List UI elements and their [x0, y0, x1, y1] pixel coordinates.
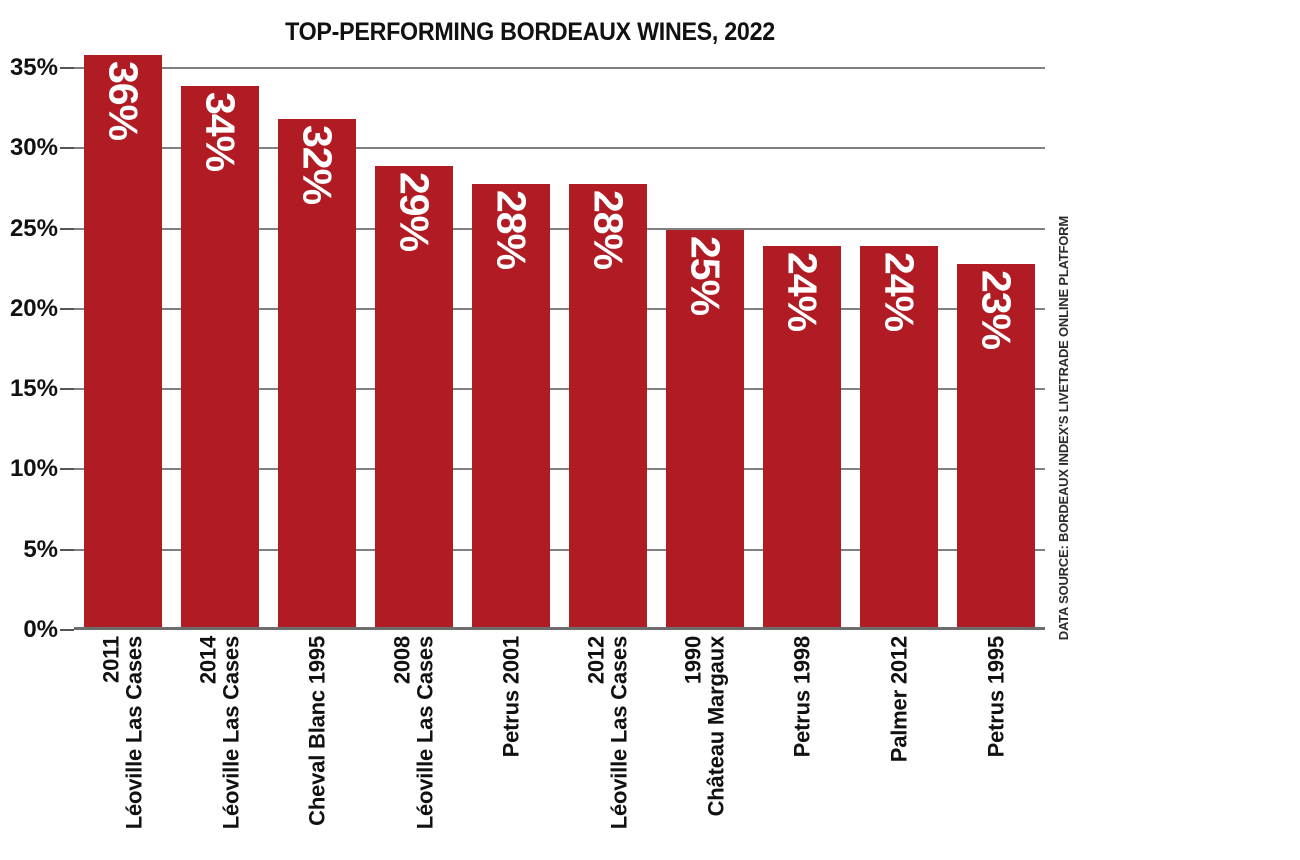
bar[interactable]: 25% [666, 230, 745, 630]
wine-name: Petrus 1998 [789, 636, 815, 758]
y-axis-tick-label: 20% [9, 294, 58, 322]
wine-name: Château Margaux [704, 636, 730, 817]
bar-value-label: 25% [682, 236, 729, 316]
bar-value-label: 36% [100, 61, 147, 141]
x-axis-label-rotator: Château Margaux 1990 [680, 636, 730, 860]
x-axis-category-labels: Léoville Las Cases 2011 Léoville Las Cases… [74, 636, 1045, 860]
y-axis-tick-label: 10% [9, 455, 58, 483]
bar[interactable]: 29% [374, 165, 453, 630]
bar-value-label: 29% [391, 171, 438, 252]
bar-value-label: 24% [876, 252, 923, 332]
plot-area: 36% 34% 32% 29% 28% 28% 25% 24% 24% 23% [60, 55, 1045, 631]
wine-name: Léoville Las Cases [218, 636, 244, 830]
wine-name: Petrus 2001 [498, 636, 524, 758]
x-axis-category-label: Léoville Las Cases 2012 [560, 636, 657, 860]
bar[interactable]: 28% [471, 183, 550, 630]
chart-title: TOP-PERFORMING BORDEAUX WINES, 2022 [285, 18, 775, 46]
bar-value-label-wrapper: 28% [472, 190, 550, 340]
y-axis-tick-label: 35% [9, 54, 58, 81]
data-source-note: DATA SOURCE: BORDEAUX INDEX'S LIVETRADE … [1056, 170, 1082, 640]
x-axis-category-label: Léoville Las Cases 2011 [74, 636, 171, 860]
y-axis-tick-label: 5% [23, 535, 58, 563]
x-axis-baseline [74, 627, 1045, 630]
x-axis-label-rotator: Léoville Las Cases 2014 [195, 636, 244, 860]
bar[interactable]: 34% [180, 85, 259, 630]
y-axis-tick-label: 25% [9, 214, 58, 242]
wine-name: Petrus 1995 [983, 636, 1009, 758]
bar-value-label: 28% [488, 189, 535, 269]
x-axis-category-label: Petrus 1995 [948, 636, 1045, 860]
bar-value-label: 24% [779, 252, 826, 332]
y-axis-tick-mark [60, 548, 74, 551]
x-axis-label-rotator: Palmer 2012 [886, 636, 912, 860]
gridline [74, 147, 1045, 150]
x-axis-label-rotator: Léoville Las Cases 2011 [98, 636, 147, 860]
bar-value-label-wrapper: 28% [569, 190, 647, 340]
wine-name: Léoville Las Cases [121, 636, 147, 830]
y-axis-tick-label: 0% [23, 616, 58, 643]
y-axis-tick-mark [60, 227, 74, 230]
x-axis-category-label: Petrus 2001 [462, 636, 559, 860]
bar-value-label-wrapper: 29% [375, 172, 453, 322]
x-axis-category-label: Château Margaux 1990 [657, 636, 754, 860]
gridline [74, 388, 1045, 391]
y-axis-tick-mark [60, 307, 74, 310]
bar[interactable]: 36% [83, 55, 162, 630]
wine-vintage-year: 2014 [195, 636, 221, 685]
wine-name: Léoville Las Cases [412, 636, 438, 830]
x-axis-category-label: Petrus 1998 [754, 636, 851, 860]
bar-value-label: 32% [294, 125, 341, 205]
y-axis-tick-mark [60, 388, 74, 391]
x-axis-category-label: Palmer 2012 [851, 636, 948, 860]
bar[interactable]: 28% [569, 183, 648, 630]
bar-value-label-wrapper: 36% [84, 61, 162, 211]
bar-value-label-wrapper: 24% [860, 252, 938, 402]
bar[interactable]: 32% [277, 119, 356, 630]
gridline [74, 227, 1045, 230]
y-axis-tick-mark [60, 147, 74, 150]
x-axis-category-label: Léoville Las Cases 2008 [365, 636, 462, 860]
bar[interactable]: 24% [860, 246, 939, 630]
wine-name: Cheval Blanc 1995 [304, 636, 330, 826]
y-axis-tick-labels: 35% 30% 25% 20% 15% 10% 5% 0% [0, 54, 64, 643]
y-axis-tick-mark [60, 67, 74, 69]
y-axis-tick-label: 30% [9, 134, 58, 162]
data-source-text: DATA SOURCE: BORDEAUX INDEX'S LIVETRADE … [1056, 215, 1071, 640]
wine-name: Palmer 2012 [886, 636, 912, 763]
bar-value-label-wrapper: 23% [957, 270, 1035, 420]
bar-value-label-wrapper: 24% [763, 252, 841, 402]
bar-value-label: 23% [973, 269, 1020, 349]
x-axis-label-rotator: Petrus 2001 [498, 636, 524, 860]
bar[interactable]: 23% [957, 263, 1036, 630]
wine-name: Léoville Las Cases [607, 636, 633, 830]
wine-vintage-year: 2012 [583, 636, 609, 685]
gridline [74, 548, 1045, 551]
x-axis-label-rotator: Petrus 1995 [983, 636, 1009, 860]
gridline [74, 307, 1045, 310]
bar-value-label-wrapper: 34% [181, 92, 259, 242]
bar-value-label-wrapper: 32% [278, 125, 356, 275]
wine-vintage-year: 2008 [389, 636, 415, 685]
x-axis-label-rotator: Léoville Las Cases 2008 [389, 636, 438, 860]
wine-vintage-year: 1990 [680, 636, 706, 685]
wine-vintage-year: 2011 [98, 636, 124, 683]
y-axis-tick-label: 15% [9, 375, 58, 403]
gridline [74, 468, 1045, 471]
y-axis-tick-mark [60, 629, 74, 631]
gridline [74, 67, 1045, 69]
x-axis-label-rotator: Petrus 1998 [789, 636, 815, 860]
x-axis-label-rotator: Léoville Las Cases 2012 [583, 636, 633, 860]
bar-value-label-wrapper: 25% [666, 236, 744, 386]
x-axis-label-rotator: Cheval Blanc 1995 [304, 636, 330, 860]
bar[interactable]: 24% [763, 246, 842, 630]
x-axis-category-label: Léoville Las Cases 2014 [171, 636, 268, 860]
bar-value-label: 28% [585, 189, 632, 269]
bar-value-label: 34% [197, 91, 244, 171]
x-axis-category-label: Cheval Blanc 1995 [268, 636, 365, 860]
y-axis-tick-mark [60, 468, 74, 471]
